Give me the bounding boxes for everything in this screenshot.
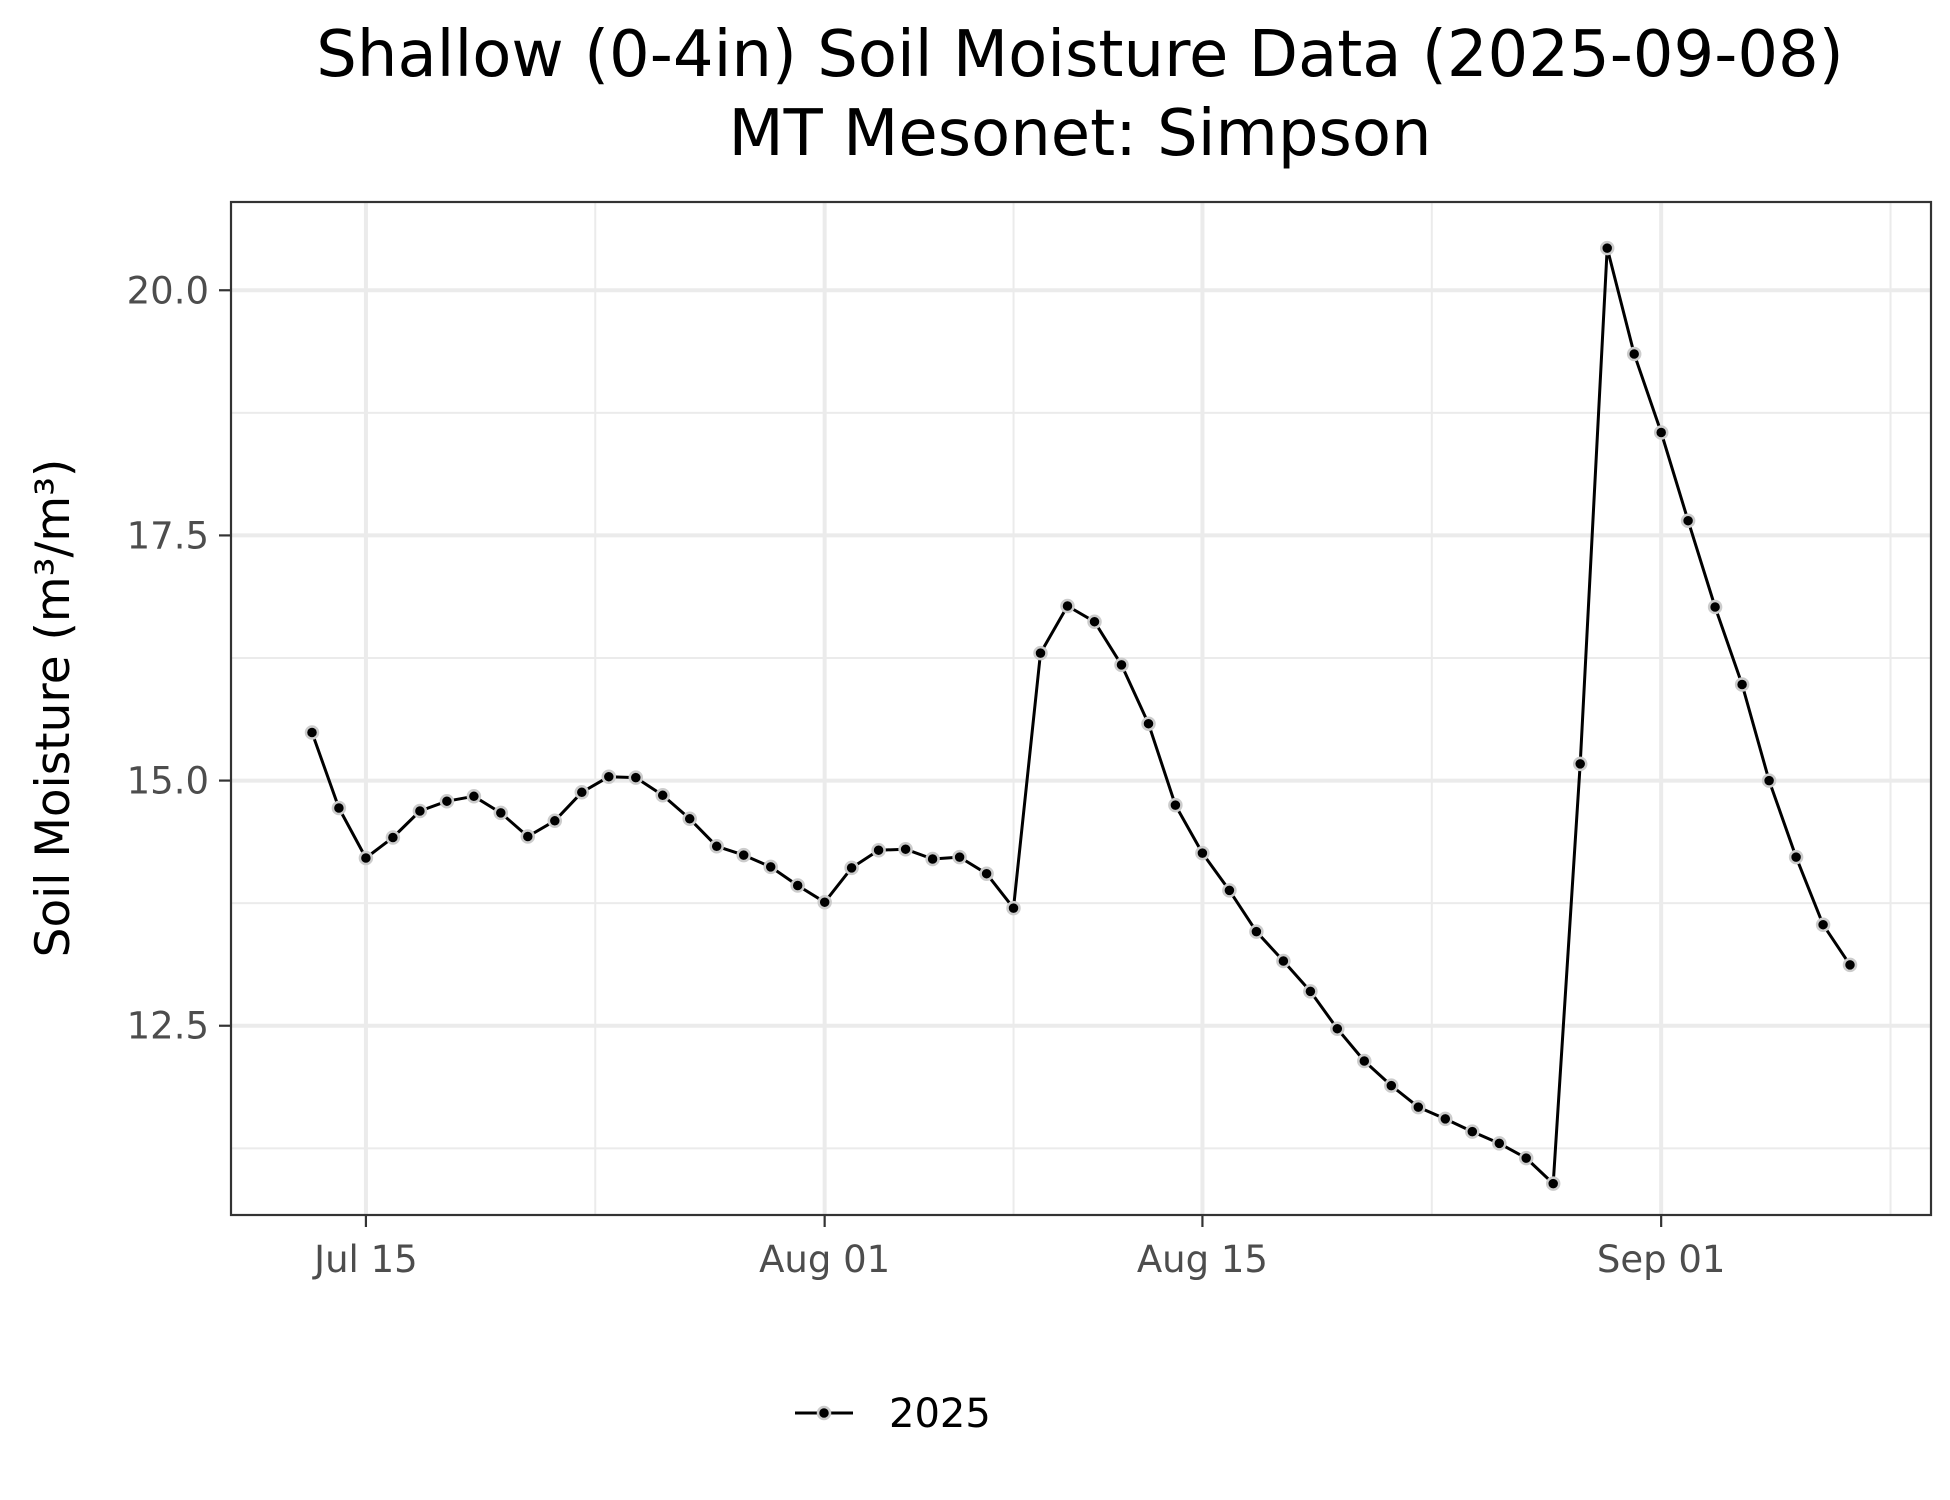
data-point xyxy=(1788,849,1804,865)
legend: 2025 xyxy=(795,1391,991,1437)
data-point xyxy=(844,860,859,876)
data-point xyxy=(304,725,320,740)
x-tick-label: Jul 15 xyxy=(312,1238,417,1281)
data-point xyxy=(1842,957,1858,973)
data-point xyxy=(1599,240,1615,256)
data-point xyxy=(574,785,590,800)
data-point xyxy=(1303,984,1318,999)
data-point xyxy=(331,800,347,816)
data-point xyxy=(1357,1053,1372,1069)
data-point xyxy=(709,839,724,854)
data-point xyxy=(1734,677,1750,692)
data-point xyxy=(1653,425,1669,440)
data-point xyxy=(358,850,374,866)
data-point xyxy=(1815,917,1831,932)
chart-title: Shallow (0-4in) Soil Moisture Data (2025… xyxy=(316,18,1843,92)
data-point xyxy=(1087,614,1102,629)
data-point xyxy=(412,803,428,819)
data-point xyxy=(655,788,670,803)
series-2025 xyxy=(304,240,1858,1191)
data-point xyxy=(1114,657,1129,673)
data-point xyxy=(790,878,805,893)
data-point xyxy=(1168,797,1183,813)
data-point xyxy=(871,842,886,858)
legend-label-2025: 2025 xyxy=(889,1391,991,1437)
data-point xyxy=(682,811,697,827)
data-point xyxy=(1249,924,1264,939)
y-tick-label: 15.0 xyxy=(127,760,209,803)
data-point xyxy=(628,770,644,785)
data-point xyxy=(817,894,832,910)
data-point xyxy=(925,851,940,867)
data-point xyxy=(763,859,778,875)
legend-key-point xyxy=(816,1405,832,1421)
y-axis-title: Soil Moisture (m³/m³) xyxy=(26,459,81,958)
data-point xyxy=(1060,598,1075,614)
data-point xyxy=(898,841,913,857)
y-tick-label: 17.5 xyxy=(127,514,209,557)
data-point xyxy=(1411,1099,1426,1115)
axis-ticks: Jul 15 Aug 01 Aug 15 Sep 01 12.5 15.0 17.5 20.0 xyxy=(127,269,1726,1281)
data-point xyxy=(1033,645,1048,661)
data-point xyxy=(1276,953,1291,969)
series-line xyxy=(310,246,1852,1186)
data-point xyxy=(1222,883,1237,898)
data-point xyxy=(1572,756,1588,772)
data-point xyxy=(1761,773,1777,788)
data-point xyxy=(1680,513,1696,528)
data-point xyxy=(1492,1136,1507,1151)
data-point xyxy=(493,805,509,821)
chart-subtitle: MT Mesonet: Simpson xyxy=(728,97,1431,171)
grid xyxy=(231,202,1931,1215)
data-point xyxy=(952,849,967,865)
x-tick-label: Sep 01 xyxy=(1597,1238,1726,1281)
data-point xyxy=(1545,1176,1561,1191)
x-tick-label: Aug 15 xyxy=(1137,1238,1268,1281)
data-point xyxy=(736,847,751,863)
data-point xyxy=(1195,845,1210,861)
data-point xyxy=(1330,1021,1345,1036)
y-tick-label: 20.0 xyxy=(127,269,209,312)
data-point xyxy=(466,789,482,804)
data-point xyxy=(1707,599,1723,615)
panel-border xyxy=(229,200,1933,1217)
data-point xyxy=(979,866,994,881)
data-point xyxy=(1141,716,1156,731)
data-point xyxy=(385,830,401,845)
data-point xyxy=(1626,346,1642,362)
data-point xyxy=(520,829,536,844)
data-point xyxy=(1465,1124,1480,1139)
data-point xyxy=(1006,900,1021,916)
x-tick-label: Aug 01 xyxy=(759,1238,890,1281)
data-point xyxy=(547,813,563,829)
y-tick-label: 12.5 xyxy=(127,1005,209,1048)
data-point xyxy=(1518,1150,1534,1166)
data-point xyxy=(439,793,455,809)
data-point xyxy=(1438,1111,1453,1127)
data-point xyxy=(1384,1078,1399,1093)
data-point xyxy=(601,769,617,784)
